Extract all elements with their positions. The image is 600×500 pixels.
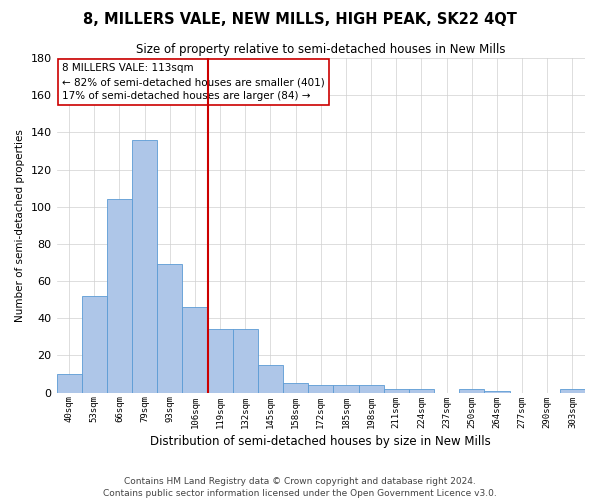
Bar [308, 385, 334, 392]
Bar [334, 385, 359, 392]
Bar [182, 307, 208, 392]
Bar [107, 200, 132, 392]
Bar [283, 383, 308, 392]
Bar [208, 330, 233, 392]
Text: Contains HM Land Registry data © Crown copyright and database right 2024.
Contai: Contains HM Land Registry data © Crown c… [103, 476, 497, 498]
Bar [484, 390, 509, 392]
Bar [157, 264, 182, 392]
Bar [56, 374, 82, 392]
Y-axis label: Number of semi-detached properties: Number of semi-detached properties [15, 129, 25, 322]
Bar [409, 389, 434, 392]
X-axis label: Distribution of semi-detached houses by size in New Mills: Distribution of semi-detached houses by … [151, 434, 491, 448]
Bar [258, 364, 283, 392]
Bar [560, 389, 585, 392]
Title: Size of property relative to semi-detached houses in New Mills: Size of property relative to semi-detach… [136, 42, 506, 56]
Text: 8 MILLERS VALE: 113sqm
← 82% of semi-detached houses are smaller (401)
17% of se: 8 MILLERS VALE: 113sqm ← 82% of semi-det… [62, 63, 325, 101]
Bar [233, 330, 258, 392]
Bar [82, 296, 107, 392]
Text: 8, MILLERS VALE, NEW MILLS, HIGH PEAK, SK22 4QT: 8, MILLERS VALE, NEW MILLS, HIGH PEAK, S… [83, 12, 517, 28]
Bar [459, 389, 484, 392]
Bar [132, 140, 157, 392]
Bar [359, 385, 383, 392]
Bar [383, 389, 409, 392]
